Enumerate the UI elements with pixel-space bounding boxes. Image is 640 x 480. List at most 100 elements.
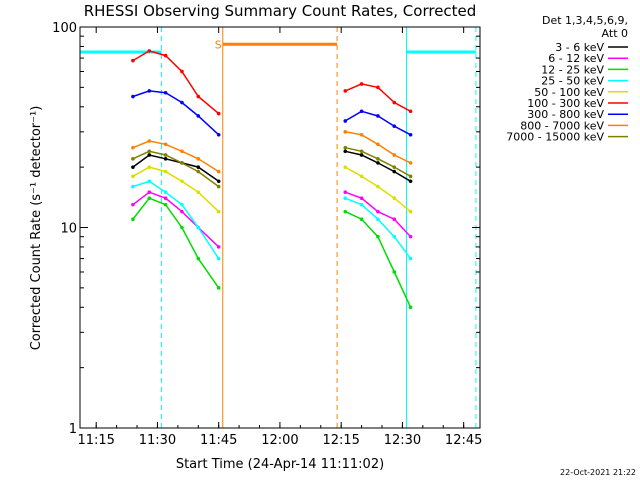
data-point (343, 190, 348, 194)
data-point (392, 196, 397, 201)
data-point (180, 209, 184, 214)
data-point (408, 174, 413, 179)
plot-frame (79, 26, 481, 429)
data-point (131, 165, 135, 169)
data-point (180, 225, 184, 230)
data-point (408, 209, 413, 214)
data-point (131, 217, 135, 222)
legend-header-line-2: Att 0 (602, 27, 628, 40)
data-point (131, 174, 135, 179)
data-point (359, 82, 364, 86)
data-point (147, 149, 152, 154)
data-point (131, 157, 135, 161)
x-tick-label: 12:30 (384, 433, 421, 448)
data-point (180, 179, 184, 184)
x-axis-label: Start Time (24-Apr-14 11:11:02) (176, 457, 384, 472)
series-group (131, 49, 413, 310)
data-point (408, 234, 413, 239)
data-point (376, 85, 380, 90)
legend-label-8: 7000 - 15000 keV (506, 131, 604, 144)
legend-label-0: 3 - 6 keV (555, 41, 604, 54)
data-point (163, 202, 168, 207)
axes: 11:15 11:30 11:45 12:00 12:15 12:30 12:45 1 10 10… (52, 21, 482, 448)
data-point (343, 165, 348, 169)
data-point (131, 94, 135, 99)
data-point (343, 119, 348, 123)
data-point (216, 245, 221, 249)
data-point (147, 153, 152, 157)
data-point (163, 53, 168, 58)
series-line-2 (132, 197, 220, 289)
legend-label-4: 50 - 100 keV (534, 86, 604, 99)
data-point (392, 169, 397, 174)
data-point (343, 209, 348, 214)
data-point (216, 286, 221, 290)
data-point (216, 111, 221, 116)
data-point (216, 184, 221, 189)
series-line-1 (132, 191, 220, 248)
event-lines (161, 27, 477, 428)
y-tick-label: 1 (69, 422, 77, 437)
data-point (196, 114, 201, 118)
data-point (359, 196, 364, 201)
data-point (343, 145, 348, 150)
data-point (216, 209, 221, 214)
data-point (376, 184, 380, 189)
data-point (147, 179, 152, 184)
data-point (147, 196, 152, 201)
data-point (408, 109, 413, 114)
x-tick-label: 11:45 (200, 433, 237, 448)
data-point (147, 89, 152, 93)
data-point (408, 256, 413, 261)
data-point (392, 217, 397, 222)
data-point (180, 69, 184, 74)
data-point (376, 234, 380, 239)
x-tick-label: 12:00 (261, 433, 298, 448)
data-point (343, 130, 348, 134)
data-point (343, 149, 348, 154)
data-point (196, 157, 201, 161)
data-point (376, 217, 380, 222)
data-point (131, 58, 135, 63)
flag-bars: S (80, 38, 476, 54)
x-tick-label: 11:30 (139, 433, 176, 448)
series-line-5 (132, 50, 220, 115)
data-point (343, 196, 348, 201)
data-point (147, 190, 152, 194)
data-point (163, 157, 168, 161)
data-point (216, 169, 221, 174)
data-point (359, 174, 364, 179)
data-point (376, 142, 380, 147)
data-point (376, 157, 380, 161)
y-axis-label: Corrected Count Rate (s⁻¹ detector⁻¹) (29, 106, 44, 351)
x-tick-label: 11:15 (77, 433, 114, 448)
data-point (196, 225, 201, 230)
legend-label-7: 800 - 7000 keV (520, 119, 604, 132)
y-tick-label: 100 (52, 21, 77, 36)
data-point (131, 184, 135, 189)
data-point (196, 256, 201, 261)
data-point (392, 100, 397, 105)
series-line-3-b (345, 197, 412, 260)
series-line-7 (132, 140, 220, 173)
data-point (216, 256, 221, 261)
data-point (180, 149, 184, 154)
y-tick-label: 10 (60, 222, 77, 237)
data-point (180, 100, 184, 105)
data-point (359, 153, 364, 157)
data-point (359, 202, 364, 207)
data-point (180, 161, 184, 165)
x-tick-label: 12:15 (322, 433, 359, 448)
data-point (196, 94, 201, 99)
data-point (216, 132, 221, 137)
data-point (408, 305, 413, 310)
data-point (147, 49, 152, 53)
chart-title: RHESSI Observing Summary Count Rates, Co… (84, 2, 477, 20)
data-point (359, 132, 364, 137)
data-point (163, 169, 168, 174)
data-point (408, 161, 413, 165)
data-point (392, 124, 397, 129)
data-point (376, 114, 380, 118)
legend-label-5: 100 - 300 keV (527, 97, 604, 110)
